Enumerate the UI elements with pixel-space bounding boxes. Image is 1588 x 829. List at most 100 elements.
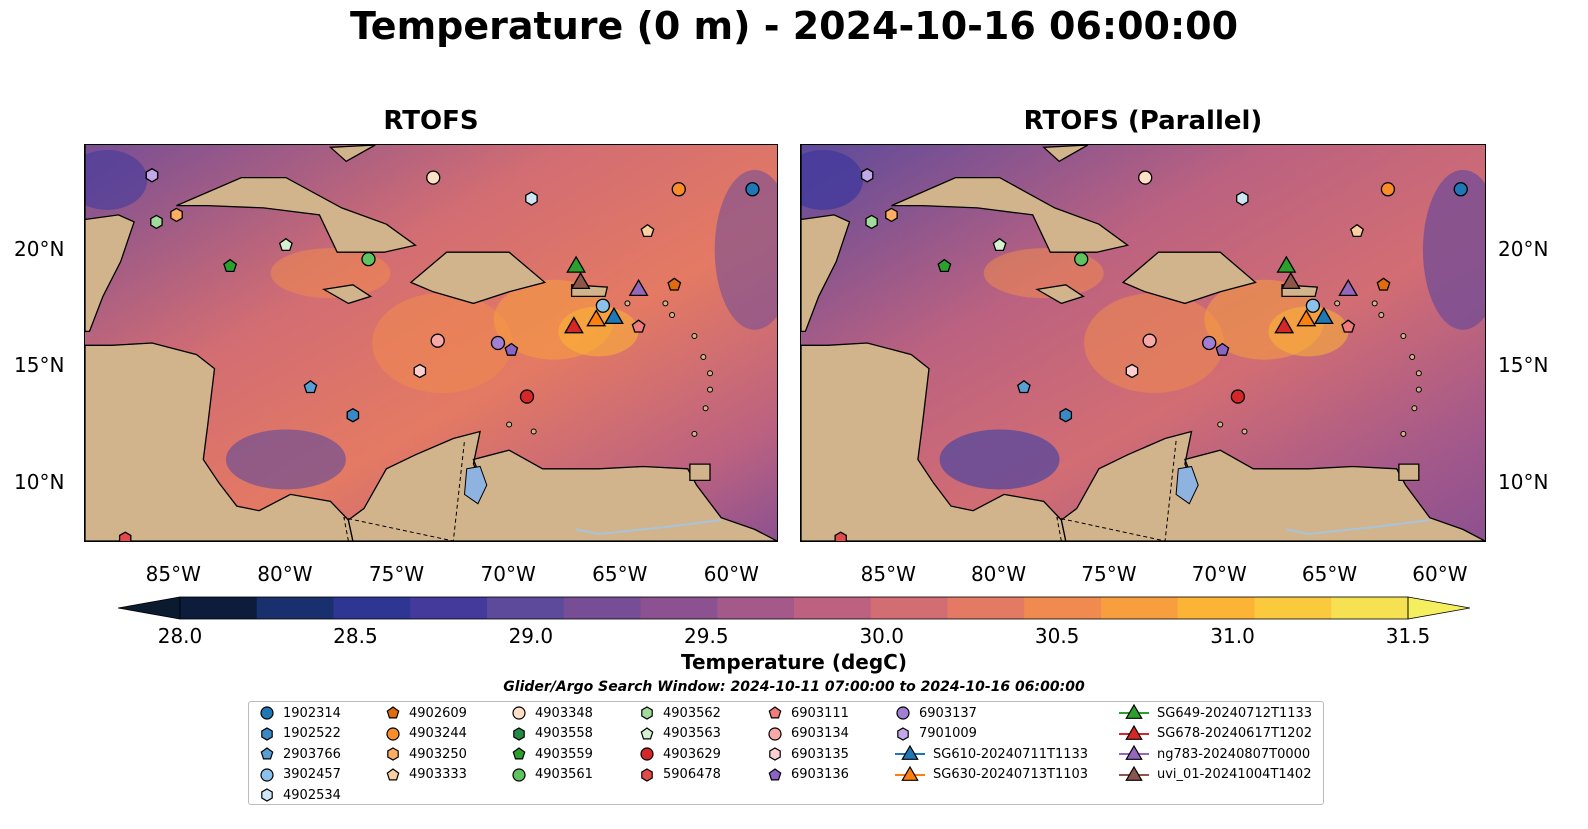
land-cuba <box>891 176 1130 253</box>
colorbar-tick-label: 31.0 <box>1210 624 1255 648</box>
legend-marker-icon <box>512 747 526 760</box>
colorbar-label: Temperature (degC) <box>681 650 907 674</box>
land-hispaniola <box>1121 251 1257 305</box>
colorbar <box>117 596 1471 620</box>
legend-label: ng783-20240807T0000 <box>1157 746 1311 762</box>
lat-tick-right: 15°N <box>1498 353 1549 378</box>
legend-label: SG649-20240712T1133 <box>1157 705 1313 721</box>
lon-tick-right: 70°W <box>1191 562 1247 586</box>
land-bahamas <box>328 145 376 163</box>
marker-4902534 <box>525 191 538 206</box>
lon-tick-right: 60°W <box>1412 562 1468 586</box>
legend-item: 4903559 <box>511 744 593 764</box>
marker-SG649-20240712T1133 <box>566 255 587 273</box>
colorbar-tick-label: 30.0 <box>859 624 904 648</box>
marker-6903111 <box>631 319 646 333</box>
small-island <box>1241 428 1248 435</box>
cool-anomaly <box>225 429 346 490</box>
legend-item: 2903766 <box>259 744 341 764</box>
legend-label: 4903561 <box>535 767 593 782</box>
land-trinidad <box>1398 463 1420 482</box>
land-bahamas <box>1042 145 1089 163</box>
legend-marker-icon <box>640 747 654 761</box>
small-island <box>691 333 698 340</box>
marker-4903559 <box>223 258 238 273</box>
land-yucatan <box>85 145 135 333</box>
colorbar-segment <box>563 597 641 619</box>
legend-item: 6903111 <box>767 703 849 723</box>
legend-label: 4903629 <box>663 746 721 762</box>
legend-label: 7901009 <box>919 726 977 741</box>
legend-label: 4903244 <box>409 726 467 741</box>
legend-marker-icon <box>386 726 400 741</box>
legend-marker-icon <box>896 706 910 720</box>
legend-marker-icon <box>512 706 526 720</box>
legend-item: 4903348 <box>511 703 593 723</box>
small-island <box>1217 421 1224 428</box>
country-border <box>343 440 465 541</box>
colorbar-tick-label: 28.0 <box>157 624 203 648</box>
river <box>575 519 722 536</box>
marker-6903111 <box>1341 319 1356 333</box>
legend-label: 6903135 <box>791 746 849 762</box>
marker-2903766 <box>1016 379 1031 394</box>
colorbar-segment <box>410 597 488 619</box>
legend-marker-icon <box>768 706 782 719</box>
colorbar-segment <box>180 597 258 619</box>
small-island <box>707 386 714 393</box>
legend-label: 4903348 <box>535 705 593 721</box>
colorbar-extend-low <box>117 596 181 620</box>
marker-ng783-20240807T0000 <box>1338 278 1359 297</box>
marker-1902314 <box>1453 182 1468 197</box>
lon-tick-right: 75°W <box>1081 562 1137 586</box>
marker-3902457 <box>595 298 611 313</box>
marker-4903244 <box>671 182 686 197</box>
legend-label: 6903137 <box>919 705 977 721</box>
colorbar-tick-label: 29.5 <box>684 624 729 648</box>
legend-marker-icon <box>1119 704 1149 719</box>
legend-label: 4902534 <box>283 787 341 803</box>
small-island <box>691 430 698 437</box>
legend-item: 1902314 <box>259 703 341 723</box>
legend-marker-icon <box>387 747 399 761</box>
legend-label: 4902609 <box>409 705 467 721</box>
marker-6903134 <box>1142 333 1157 348</box>
legend-label: 4903562 <box>663 705 721 721</box>
legend-label: 4903563 <box>663 726 721 741</box>
colorbar-gradient <box>117 596 1471 620</box>
legend-item: 3902457 <box>259 765 341 785</box>
small-island <box>624 300 631 307</box>
legend-item: 4903244 <box>385 724 467 744</box>
small-island <box>1415 370 1422 377</box>
legend-item: 1902522 <box>259 724 341 744</box>
small-island <box>1400 333 1407 340</box>
river <box>1286 519 1430 536</box>
colorbar-segment <box>1177 597 1255 619</box>
legend-label: 4903558 <box>535 726 593 741</box>
marker-7901009 <box>145 168 159 183</box>
colorbar-extend-high <box>1407 596 1471 620</box>
marker-SG630-20240713T1103 <box>1296 309 1317 327</box>
colorbar-segment <box>947 597 1025 619</box>
legend-label: SG678-20240617T1202 <box>1157 726 1313 741</box>
legend-marker-icon <box>1119 745 1149 760</box>
legend-item: SG678-20240617T1202 <box>1119 724 1312 744</box>
small-island <box>1415 386 1422 393</box>
legend-marker-icon <box>641 767 653 782</box>
marker-1902314 <box>745 182 760 197</box>
marker-SG610-20240711T1133 <box>1313 306 1334 325</box>
legend-item: 4903563 <box>639 724 721 744</box>
marker-1902522 <box>1059 407 1073 423</box>
lon-tick-left: 80°W <box>257 562 313 586</box>
legend-marker-icon <box>260 767 274 782</box>
land-jamaica <box>321 284 373 305</box>
legend-item: 6903134 <box>767 724 849 744</box>
warm-anomaly <box>983 248 1104 299</box>
marker-4903348 <box>426 170 441 185</box>
small-island <box>702 405 709 412</box>
legend-marker-icon <box>512 767 526 782</box>
lat-tick-left: 20°N <box>14 236 65 261</box>
panel-title-left: RTOFS <box>383 106 479 136</box>
marker-3902457 <box>1305 298 1321 313</box>
legend-label: 5906478 <box>663 767 721 782</box>
